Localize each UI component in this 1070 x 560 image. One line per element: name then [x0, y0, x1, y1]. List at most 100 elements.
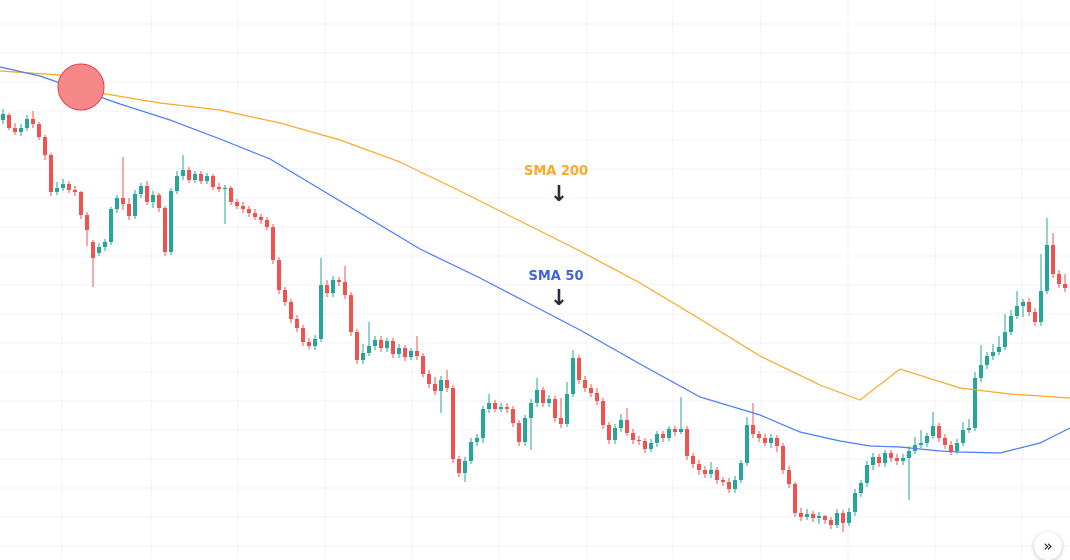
candle-19	[115, 195, 119, 213]
candle-body	[223, 188, 227, 189]
candle-body	[37, 124, 41, 137]
candle-body	[349, 295, 353, 332]
candles	[1, 109, 1067, 532]
candle-93	[559, 398, 563, 428]
candle-body	[889, 453, 893, 458]
candle-body	[595, 393, 599, 401]
candle-171	[1027, 298, 1031, 316]
candle-163	[979, 345, 983, 382]
candle-body	[613, 428, 617, 440]
candle-body	[709, 470, 713, 474]
candle-body	[451, 388, 455, 459]
candle-body	[631, 433, 635, 440]
candle-body	[67, 184, 71, 190]
candle-124	[745, 417, 749, 466]
candle-133	[799, 508, 803, 521]
candle-body	[637, 440, 641, 441]
candle-6	[37, 122, 41, 140]
candle-body	[547, 399, 551, 403]
candle-94	[565, 382, 569, 427]
candle-body	[103, 242, 107, 247]
candle-51	[307, 338, 311, 349]
candle-31	[187, 167, 191, 183]
candle-154	[925, 433, 929, 447]
candle-body	[139, 186, 143, 194]
candle-body	[625, 420, 629, 433]
candle-body	[535, 390, 539, 403]
candle-body	[259, 217, 263, 220]
candle-body	[745, 425, 749, 463]
candle-111	[667, 426, 671, 441]
candle-150	[901, 454, 905, 465]
candle-25	[151, 191, 155, 208]
candle-42	[253, 209, 257, 220]
candle-body	[229, 188, 233, 202]
candle-119	[715, 467, 719, 484]
candle-body	[319, 285, 323, 339]
candle-body	[49, 155, 53, 192]
candle-body	[409, 351, 413, 357]
candle-body	[331, 280, 335, 293]
candle-body	[1, 114, 5, 120]
candle-145	[871, 453, 875, 470]
candle-body	[979, 365, 983, 378]
candle-15	[91, 240, 95, 287]
candle-body	[703, 470, 707, 474]
candle-39	[235, 199, 239, 209]
candle-72	[433, 377, 437, 395]
candle-body	[967, 428, 971, 430]
candle-9	[55, 182, 59, 195]
candle-body	[583, 380, 587, 388]
candle-146	[877, 454, 881, 467]
candle-body	[463, 461, 467, 473]
candle-body	[1021, 302, 1025, 306]
candle-113	[679, 397, 683, 434]
candle-body	[895, 458, 899, 461]
candle-17	[103, 239, 107, 251]
candle-body	[727, 482, 731, 489]
double-chevron-right-icon: »	[1043, 537, 1053, 555]
candle-81	[487, 394, 491, 413]
candle-body	[991, 352, 995, 356]
candle-body	[1033, 312, 1037, 322]
candle-63	[379, 336, 383, 352]
candle-body	[421, 356, 425, 374]
candle-body	[685, 429, 689, 456]
candle-body	[391, 341, 395, 354]
candle-body	[115, 198, 119, 209]
candle-body	[973, 378, 977, 428]
scroll-to-latest-button[interactable]: »	[1034, 532, 1062, 560]
candle-97	[583, 376, 587, 392]
candle-32	[193, 171, 197, 183]
candle-1	[7, 113, 11, 130]
candle-123	[739, 460, 743, 483]
candle-body	[949, 445, 953, 451]
candle-body	[541, 390, 545, 403]
candle-body	[715, 470, 719, 480]
candle-body	[673, 429, 677, 432]
candle-body	[145, 186, 149, 202]
candle-77	[463, 457, 467, 482]
candle-body	[127, 204, 131, 216]
candle-34	[205, 173, 209, 184]
candle-16	[97, 243, 101, 256]
candle-body	[439, 380, 443, 391]
candle-body	[775, 438, 779, 446]
candle-body	[787, 470, 791, 484]
candle-49	[295, 315, 299, 332]
candle-173	[1039, 254, 1043, 326]
candle-176	[1057, 270, 1061, 288]
candle-158	[949, 441, 953, 455]
candle-68	[409, 348, 413, 360]
candle-70	[421, 353, 425, 377]
candle-body	[367, 346, 371, 353]
candle-body	[235, 202, 239, 206]
candle-body	[757, 434, 761, 438]
candle-86	[517, 420, 521, 446]
candle-88	[529, 399, 533, 450]
candle-155	[931, 412, 935, 439]
candle-101	[607, 422, 611, 444]
